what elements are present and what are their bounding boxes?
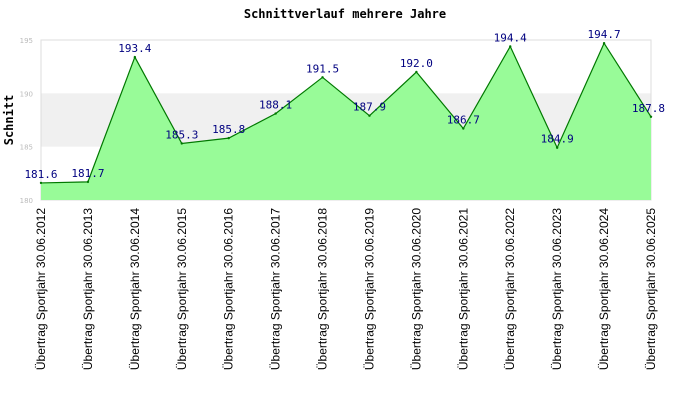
y-tick-label: 195 — [20, 37, 33, 45]
data-label: 188.1 — [259, 99, 292, 112]
x-tick-label: Übertrag Sportjahr 30.06.2013 — [81, 208, 95, 370]
data-point — [602, 42, 606, 45]
x-tick-label: Übertrag Sportjahr 30.06.2018 — [316, 208, 330, 370]
data-point — [321, 76, 324, 79]
data-point — [180, 142, 183, 145]
area-fill — [41, 43, 651, 201]
data-label: 186.7 — [447, 114, 480, 127]
y-tick-label: 185 — [20, 144, 33, 152]
chart-title: Schnittverlauf mehrere Jahre — [244, 7, 446, 21]
series-line — [40, 41, 652, 184]
x-tick-label: Übertrag Sportjahr 30.06.2012 — [34, 208, 48, 370]
data-point — [227, 136, 230, 140]
data-point — [462, 127, 465, 130]
x-tick-label: Übertrag Sportjahr 30.06.2020 — [409, 208, 423, 370]
x-tick-label: Übertrag Sportjahr 30.06.2021 — [456, 208, 470, 370]
data-point — [86, 180, 90, 184]
data-label: 185.3 — [165, 128, 198, 141]
data-label: 181.6 — [24, 168, 57, 181]
x-tick-label: Übertrag Sportjahr 30.06.2022 — [503, 208, 517, 370]
x-tick-label: Übertrag Sportjahr 30.06.2017 — [269, 208, 283, 370]
data-point — [368, 114, 371, 117]
data-label: 191.5 — [306, 62, 339, 75]
x-tick-label: Übertrag Sportjahr 30.06.2023 — [550, 208, 564, 370]
data-label: 181.7 — [71, 167, 104, 180]
x-tick-label: Übertrag Sportjahr 30.06.2019 — [362, 208, 376, 370]
data-point — [649, 115, 653, 119]
x-tick-label: Übertrag Sportjahr 30.06.2016 — [222, 208, 236, 370]
data-label: 185.8 — [212, 123, 245, 136]
x-tick-label: Übertrag Sportjahr 30.06.2025 — [644, 208, 658, 370]
y-axis-label: Schnitt — [2, 95, 16, 146]
y-tick-label: 190 — [20, 90, 33, 98]
data-label: 192.0 — [400, 57, 433, 70]
y-tick-label: 180 — [20, 197, 33, 205]
x-tick-label: Übertrag Sportjahr 30.06.2014 — [128, 208, 142, 370]
data-label: 193.4 — [118, 42, 151, 55]
data-point — [133, 55, 137, 59]
data-point — [555, 146, 559, 149]
plot-area: 180 185 190 195 181.6 181.7 193.4 185.3 185.8 188… — [20, 28, 665, 370]
data-label: 187.8 — [632, 102, 665, 115]
data-label: 194.4 — [494, 31, 527, 44]
data-point — [415, 70, 418, 74]
data-point — [274, 112, 277, 115]
data-label: 187.9 — [353, 101, 386, 114]
data-label: 184.9 — [541, 133, 574, 146]
x-tick-label: Übertrag Sportjahr 30.06.2015 — [175, 208, 189, 370]
x-tick-label: Übertrag Sportjahr 30.06.2024 — [597, 208, 611, 370]
data-point — [39, 181, 43, 185]
data-label: 194.7 — [588, 28, 621, 41]
data-point — [509, 45, 512, 48]
